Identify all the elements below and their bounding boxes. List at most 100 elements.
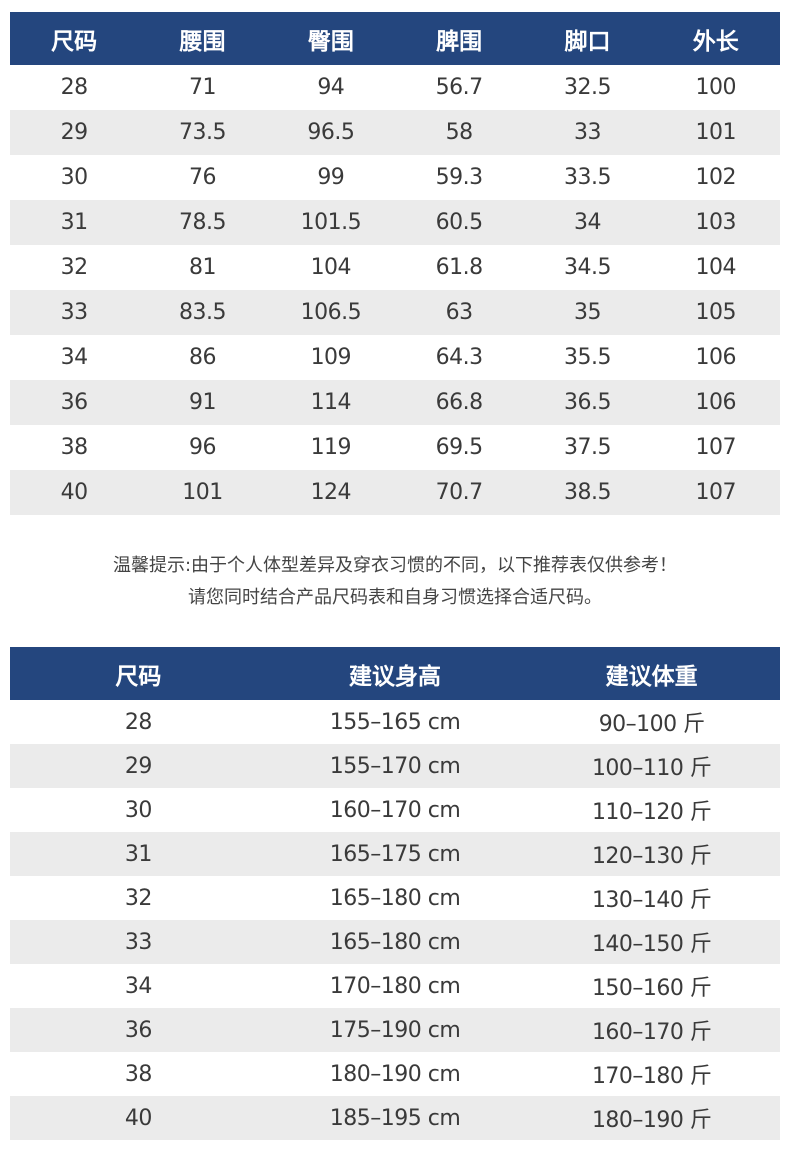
- note-line-2: 请您同时结合产品尺码表和自身习惯选择合适尺码。: [188, 587, 602, 608]
- size-table-body: 28 71 94 56.7 32.5 100 29 73.5 96.5 58 33 101 30 76 99…: [10, 65, 780, 515]
- table-cell: 83.5: [179, 300, 226, 325]
- table-cell: 180–190 cm: [329, 1061, 461, 1087]
- table-cell: 175–190 cm: [329, 1017, 461, 1043]
- column-header: 尺码: [51, 28, 98, 55]
- table-cell: 40: [60, 480, 89, 505]
- table-cell: 180–190 斤: [591, 1108, 712, 1133]
- table-cell: 96.5: [307, 120, 355, 145]
- table-cell: 63: [445, 300, 474, 325]
- column-header: 脾围: [436, 28, 483, 55]
- table-cell: 35.5: [563, 345, 611, 370]
- table-cell: 101: [695, 120, 737, 145]
- table-cell: 40: [124, 1105, 152, 1131]
- table-cell: 69.5: [435, 435, 483, 460]
- table-cell: 56.7: [435, 75, 483, 100]
- table-cell: 106: [695, 390, 737, 415]
- table-cell: 28: [124, 709, 152, 735]
- table-cell: 104: [695, 255, 737, 280]
- table-cell: 38: [124, 1061, 152, 1087]
- table-cell: 37.5: [563, 435, 611, 460]
- table-row: 33 83.5 106.5 63 35 105: [10, 290, 780, 335]
- table-cell: 36: [124, 1017, 152, 1043]
- table-row: 30 160–170 cm 110–120 斤: [10, 788, 780, 832]
- table-cell: 76: [188, 165, 217, 190]
- table-cell: 160–170 cm: [329, 797, 461, 823]
- table-cell: 105: [695, 300, 737, 325]
- table-row: 28 155–165 cm 90–100 斤: [10, 700, 780, 744]
- table-cell: 35: [573, 300, 602, 325]
- column-header: 外长: [692, 28, 739, 55]
- table-cell: 36: [60, 390, 89, 415]
- table-cell: 32: [60, 255, 89, 280]
- note-line-1: 温馨提示:由于个人体型差异及穿衣习惯的不同，以下推荐表仅供参考！: [112, 555, 678, 576]
- table-cell: 33: [60, 300, 89, 325]
- column-header: 建议身高: [349, 663, 441, 690]
- table-row: 31 165–175 cm 120–130 斤: [10, 832, 780, 876]
- table-cell: 61.8: [435, 255, 483, 280]
- table-cell: 81: [188, 255, 217, 280]
- column-header: 建议体重: [605, 663, 698, 690]
- size-note: 温馨提示:由于个人体型差异及穿衣习惯的不同，以下推荐表仅供参考！ 请您同时结合产…: [0, 550, 790, 614]
- table-row: 38 96 119 69.5 37.5 107: [10, 425, 780, 470]
- table-cell: 155–165 cm: [329, 709, 461, 735]
- table-cell: 100: [695, 75, 737, 100]
- table-cell: 34: [573, 210, 602, 235]
- table-cell: 185–195 cm: [329, 1105, 461, 1131]
- column-header: 臀围: [307, 28, 354, 55]
- table-cell: 33.5: [563, 165, 611, 190]
- table-cell: 165–180 cm: [329, 885, 461, 911]
- table-cell: 119: [310, 435, 352, 460]
- table-cell: 64.3: [435, 345, 483, 370]
- table-cell: 29: [60, 120, 89, 145]
- table-cell: 104: [310, 255, 352, 280]
- table-cell: 71: [188, 75, 217, 100]
- table-cell: 110–120 斤: [591, 800, 712, 825]
- table-cell: 102: [695, 165, 737, 190]
- recommend-table: 尺码 建议身高 建议体重 28 155–165 cm 90–100 斤 29 155–170…: [10, 647, 780, 1140]
- table-cell: 101: [182, 480, 223, 505]
- table-cell: 170–180 cm: [329, 973, 461, 999]
- table-cell: 34: [124, 973, 152, 999]
- table-cell: 31: [124, 841, 152, 867]
- table-cell: 29: [124, 753, 152, 779]
- table-row: 34 86 109 64.3 35.5 106: [10, 335, 780, 380]
- table-cell: 170–180 斤: [591, 1064, 712, 1089]
- table-cell: 103: [695, 210, 737, 235]
- table-cell: 78.5: [179, 210, 226, 235]
- table-row: 40 101 124 70.7 38.5 107: [10, 470, 780, 515]
- table-cell: 59.3: [435, 165, 483, 190]
- table-cell: 99: [317, 165, 345, 190]
- table-cell: 32.5: [563, 75, 611, 100]
- table-row: 28 71 94 56.7 32.5 100: [10, 65, 780, 110]
- table-cell: 60.5: [435, 210, 483, 235]
- table-cell: 33: [124, 929, 152, 955]
- table-cell: 160–170 斤: [591, 1020, 712, 1045]
- table-cell: 109: [310, 345, 352, 370]
- table-cell: 165–180 cm: [329, 929, 461, 955]
- table-row: 34 170–180 cm 150–160 斤: [10, 964, 780, 1008]
- table-row: 38 180–190 cm 170–180 斤: [10, 1052, 780, 1096]
- table-cell: 94: [317, 75, 345, 100]
- table-cell: 73.5: [179, 120, 226, 145]
- table-cell: 101.5: [300, 210, 362, 235]
- table-cell: 30: [60, 165, 89, 190]
- table-cell: 150–160 斤: [591, 976, 712, 1001]
- table-cell: 70.7: [435, 480, 483, 505]
- size-table-header: 尺码 腰围 臀围 脾围 脚口 外长: [10, 12, 780, 65]
- table-cell: 130–140 斤: [591, 888, 712, 913]
- table-cell: 91: [188, 390, 217, 415]
- table-row: 32 165–180 cm 130–140 斤: [10, 876, 780, 920]
- table-cell: 34.5: [563, 255, 611, 280]
- table-cell: 33: [573, 120, 602, 145]
- table-cell: 120–130 斤: [591, 844, 712, 869]
- column-header: 尺码: [115, 663, 162, 690]
- table-cell: 32: [124, 885, 152, 911]
- table-cell: 38.5: [563, 480, 611, 505]
- table-cell: 165–175 cm: [329, 841, 461, 867]
- table-cell: 107: [695, 435, 737, 460]
- table-cell: 114: [310, 390, 352, 415]
- table-row: 36 91 114 66.8 36.5 106: [10, 380, 780, 425]
- table-row: 29 155–170 cm 100–110 斤: [10, 744, 780, 788]
- table-cell: 36.5: [563, 390, 611, 415]
- table-cell: 30: [124, 797, 152, 823]
